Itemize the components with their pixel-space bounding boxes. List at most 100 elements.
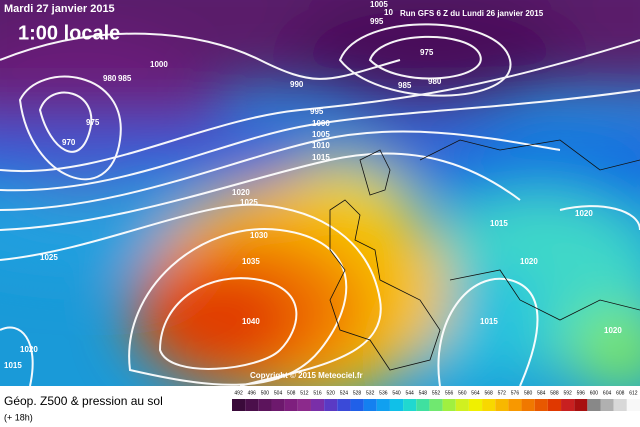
legend-swatch — [403, 399, 417, 411]
legend-swatch — [468, 399, 483, 411]
legend-swatch — [245, 399, 259, 411]
isobar-label: 1015 — [312, 153, 330, 162]
legend-label: 576 — [511, 390, 520, 396]
isobar-label: 985 — [398, 81, 412, 90]
legend-label: 536 — [379, 390, 388, 396]
legend-label: 516 — [313, 390, 322, 396]
legend-label: 588 — [550, 390, 559, 396]
isobar-label: 995 — [310, 107, 324, 116]
legend-label: 584 — [537, 390, 546, 396]
legend-swatch — [455, 399, 469, 411]
legend-swatch — [547, 399, 562, 411]
legend-label: 496 — [248, 390, 257, 396]
legend-swatch — [561, 399, 575, 411]
legend-label: 600 — [590, 390, 599, 396]
legend-swatch — [363, 399, 377, 411]
legend-swatch — [416, 399, 430, 411]
legend-label: 608 — [616, 390, 625, 396]
legend-label: 524 — [340, 390, 349, 396]
footer-lead: (+ 18h) — [4, 412, 33, 422]
isobar-label: 975 — [420, 48, 434, 57]
isobar-label: 970 — [62, 138, 76, 147]
legend-swatch — [310, 399, 325, 411]
isobar-label: 1015 — [4, 361, 22, 370]
footer-title: Géop. Z500 & pression au sol — [4, 394, 163, 408]
legend-swatch — [232, 399, 246, 411]
legend-swatch — [587, 399, 601, 411]
isobar-label: 1025 — [40, 253, 58, 262]
isobar-label: 1020 — [232, 188, 250, 197]
legend-label: 532 — [366, 390, 375, 396]
legend-swatch — [389, 399, 404, 411]
legend-label: 604 — [603, 390, 612, 396]
legend-swatch — [626, 399, 640, 411]
isobar-label: 1000 — [312, 119, 330, 128]
legend-label: 520 — [327, 390, 336, 396]
isobar-label: 1005 — [312, 130, 330, 139]
legend-swatch — [482, 399, 496, 411]
isobar-label: 1020 — [604, 326, 622, 335]
legend-swatch — [521, 399, 535, 411]
legend-label: 560 — [458, 390, 467, 396]
legend-swatch — [508, 399, 522, 411]
legend-swatch — [495, 399, 509, 411]
legend-swatch — [600, 399, 614, 411]
isobar-label: 990 — [290, 80, 304, 89]
legend-label: 544 — [406, 390, 415, 396]
isobar-label: 1035 — [242, 257, 260, 266]
isobar-label: 1015 — [490, 219, 508, 228]
legend-swatch — [574, 399, 588, 411]
isobar-label: 1020 — [20, 345, 38, 354]
isobar-label: 1010 — [312, 141, 330, 150]
legend-swatch — [613, 399, 627, 411]
legend-swatch — [350, 399, 364, 411]
legend-label: 596 — [577, 390, 586, 396]
coastlines — [329, 139, 640, 371]
isobar-label: 995 — [370, 17, 384, 26]
legend-label: 564 — [471, 390, 480, 396]
isobar-label: 1000 — [150, 60, 168, 69]
run-info: Run GFS 6 Z du Lundi 26 janvier 2015 — [400, 9, 544, 18]
legend-label: 592 — [563, 390, 572, 396]
legend-label: 504 — [274, 390, 283, 396]
legend-swatch — [284, 399, 298, 411]
legend-label: 508 — [287, 390, 296, 396]
local-time: 1:00 locale — [18, 22, 120, 44]
legend-label: 528 — [353, 390, 362, 396]
legend-label: 500 — [261, 390, 270, 396]
copyright: Copyright © 2015 Meteociel.fr — [250, 371, 363, 380]
isobar-label: 1020 — [575, 209, 593, 218]
isobar-label: 1005 — [370, 0, 388, 9]
isobar-label: 975 — [86, 118, 100, 127]
legend-swatch — [258, 399, 272, 411]
legend-label: 540 — [392, 390, 401, 396]
isobar-label: 1015 — [480, 317, 498, 326]
legend-label: 552 — [432, 390, 441, 396]
isobar-label: 1040 — [242, 317, 260, 326]
legend-label: 572 — [498, 390, 507, 396]
isobar-label: 980 — [103, 74, 117, 83]
isobar-label: 1020 — [520, 257, 538, 266]
legend-swatch — [442, 399, 456, 411]
isobar-label: 985 — [118, 74, 132, 83]
legend-swatch — [324, 399, 338, 411]
legend-label: 548 — [419, 390, 428, 396]
legend-swatch — [534, 399, 548, 411]
legend-label: 556 — [445, 390, 454, 396]
isobar-label: 1025 — [240, 198, 258, 207]
legend-swatch — [429, 399, 443, 411]
date: Mardi 27 janvier 2015 — [4, 3, 115, 15]
legend-label: 612 — [629, 390, 638, 396]
legend-label: 512 — [300, 390, 309, 396]
legend-label: 580 — [524, 390, 533, 396]
isobar-label: 980 — [428, 77, 442, 86]
legend-swatch — [271, 399, 285, 411]
legend-label: 568 — [484, 390, 493, 396]
map-field — [0, 0, 640, 386]
legend-swatch — [337, 399, 351, 411]
isobar-label: 1030 — [250, 231, 268, 240]
legend-swatch — [376, 399, 390, 411]
legend-swatch — [297, 399, 311, 411]
legend-label: 492 — [234, 390, 243, 396]
